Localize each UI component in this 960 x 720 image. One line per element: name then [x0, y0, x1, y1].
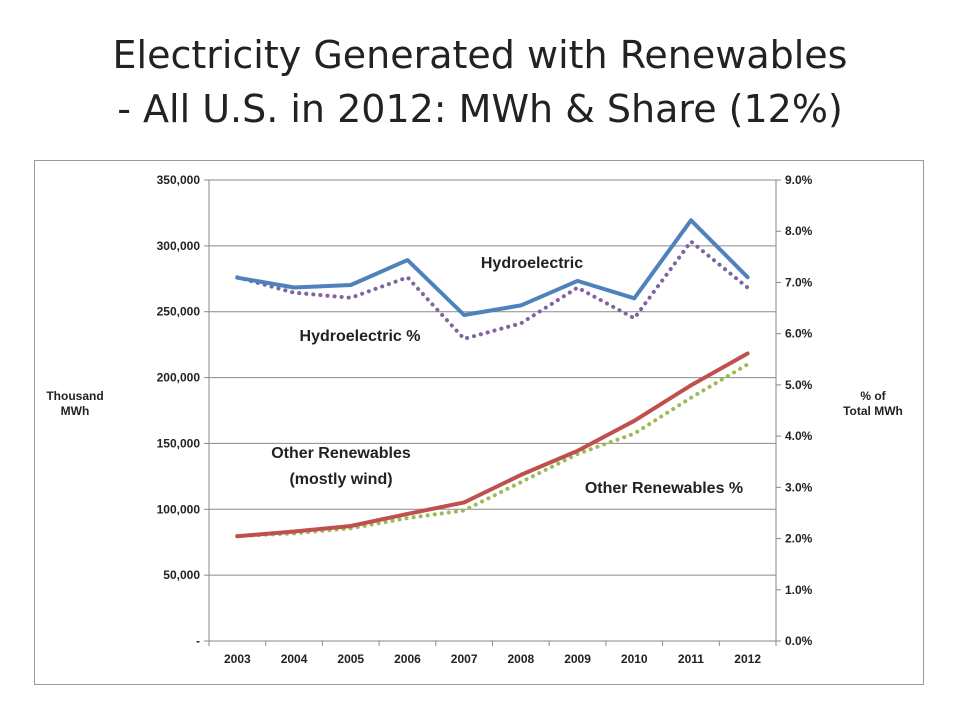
y-left-tick-label: - [196, 634, 200, 648]
x-tick-label: 2009 [564, 652, 591, 666]
x-tick-label: 2003 [224, 652, 251, 666]
x-tick-label: 2010 [621, 652, 648, 666]
x-tick-label: 2006 [394, 652, 421, 666]
series-line-hydro [235, 218, 750, 317]
y-right-tick-label: 4.0% [785, 429, 813, 443]
y-right-axis-title: % of Total MWh [843, 389, 903, 418]
axes: 2003 2004 2005 2006 2007 2008 2009 2010 2011 2012… [46, 173, 903, 666]
chart-frame: 2003 2004 2005 2006 2007 2008 2009 2010 2011 2012… [34, 160, 924, 685]
gridlines [209, 179, 776, 642]
y-right-tick-label: 7.0% [785, 275, 813, 289]
y-right-tick-label: 2.0% [785, 532, 813, 546]
line-chart: 2003 2004 2005 2006 2007 2008 2009 2010 2011 2012… [46, 173, 903, 666]
y-left-tick-label: 350,000 [157, 173, 201, 187]
y-right-axis-title-line: % of [860, 389, 886, 403]
x-tick-label: 2004 [281, 652, 308, 666]
y-right-tick-label: 1.0% [785, 583, 813, 597]
series-annotation-other: (mostly wind) [289, 471, 392, 488]
y-left-tick-label: 250,000 [157, 305, 201, 319]
y-left-tick-label: 200,000 [157, 371, 201, 385]
y-right-tick-label: 9.0% [785, 173, 813, 187]
series-line-hydro-pct [235, 239, 750, 341]
series-line-other [235, 351, 750, 539]
labels: Hydroelectric Hydroelectric % Other Renewa… [271, 255, 743, 497]
series-line-other-pct [235, 362, 750, 538]
y-left-axis-title: Thousand MWh [46, 389, 103, 418]
y-left-axis-title-line: Thousand [46, 389, 103, 403]
y-left-tick-label: 300,000 [157, 239, 201, 253]
chart-title: Electricity Generated with Renewables - … [0, 28, 960, 136]
y-right-tick-label: 0.0% [785, 634, 813, 648]
y-left-tick-label: 150,000 [157, 436, 201, 450]
y-left-tick-label: 100,000 [157, 502, 201, 516]
series-annotation-hydro: Hydroelectric [481, 255, 583, 272]
y-right-tick-label: 3.0% [785, 480, 813, 494]
x-tick-label: 2005 [337, 652, 364, 666]
title-line-2: - All U.S. in 2012: MWh & Share (12%) [117, 87, 843, 131]
y-right-tick-label: 8.0% [785, 224, 813, 238]
series-lines [235, 218, 750, 539]
x-tick-label: 2011 [678, 652, 704, 666]
series-annotation-other-pct: Other Renewables % [585, 480, 743, 497]
y-left-axis-title-line: MWh [61, 404, 90, 418]
x-tick-label: 2007 [451, 652, 478, 666]
x-tick-label: 2008 [507, 652, 534, 666]
series-annotation-hydro-pct: Hydroelectric % [300, 328, 421, 345]
y-right-tick-label: 5.0% [785, 378, 813, 392]
title-line-1: Electricity Generated with Renewables [112, 33, 848, 77]
x-tick-label: 2012 [734, 652, 761, 666]
y-right-tick-label: 6.0% [785, 327, 813, 341]
y-right-axis-title-line: Total MWh [843, 404, 903, 418]
y-left-tick-label: 50,000 [163, 568, 200, 582]
series-annotation-other: Other Renewables [271, 445, 411, 462]
